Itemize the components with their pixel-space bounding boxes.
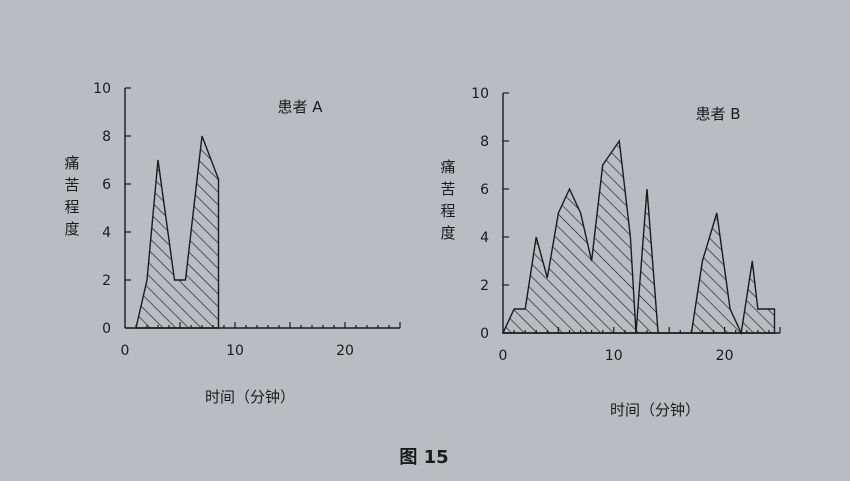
y-axis-label-char: 度: [64, 220, 79, 238]
y-axis-label-char: 程: [64, 198, 79, 216]
x-tick-label-a: 10: [226, 343, 244, 359]
y-axis-label-char: 苦: [440, 180, 455, 198]
y-axis-label-char: 痛: [64, 154, 79, 172]
x-tick-label-a: 20: [336, 343, 354, 359]
y-axis-label-char: 痛: [440, 158, 455, 176]
data-area-b: [501, 139, 776, 336]
data-area-a: [135, 135, 220, 329]
x-axis-label-a: 时间（分钟）: [205, 388, 295, 406]
chart-title-b: 患者 B: [695, 105, 740, 123]
chart-title-a: 患者 A: [277, 98, 323, 116]
y-tick-label-a: 10: [93, 81, 111, 97]
y-tick-label-a: 0: [102, 321, 111, 337]
y-tick-label-b: 10: [471, 86, 489, 102]
x-tick-label-b: 10: [605, 348, 623, 364]
y-tick-label-a: 4: [102, 225, 111, 241]
y-tick-label-b: 4: [480, 230, 489, 246]
x-tick-label-a: 0: [121, 343, 130, 359]
x-tick-label-b: 0: [499, 348, 508, 364]
plot-area-b: 0 2 4 6 8 10 0 10 20: [471, 86, 781, 364]
y-tick-label-b: 8: [480, 134, 489, 150]
y-tick-label-a: 8: [102, 129, 111, 145]
x-axis-label-b: 时间（分钟）: [610, 401, 700, 419]
y-tick-label-b: 0: [480, 326, 489, 342]
x-tick-label-b: 20: [716, 348, 734, 364]
y-axis-label-char: 苦: [64, 176, 79, 194]
y-axis-label-char: 度: [440, 224, 455, 242]
y-axis-label-char: 程: [440, 202, 455, 220]
plot-area-a: 0 2 4 6 8 10 0 10 20: [93, 81, 401, 359]
y-tick-label-b: 2: [480, 278, 489, 294]
y-tick-label-b: 6: [480, 182, 489, 198]
figure-caption: 图 15: [399, 447, 448, 468]
y-tick-label-a: 6: [102, 177, 111, 193]
y-tick-label-a: 2: [102, 273, 111, 289]
